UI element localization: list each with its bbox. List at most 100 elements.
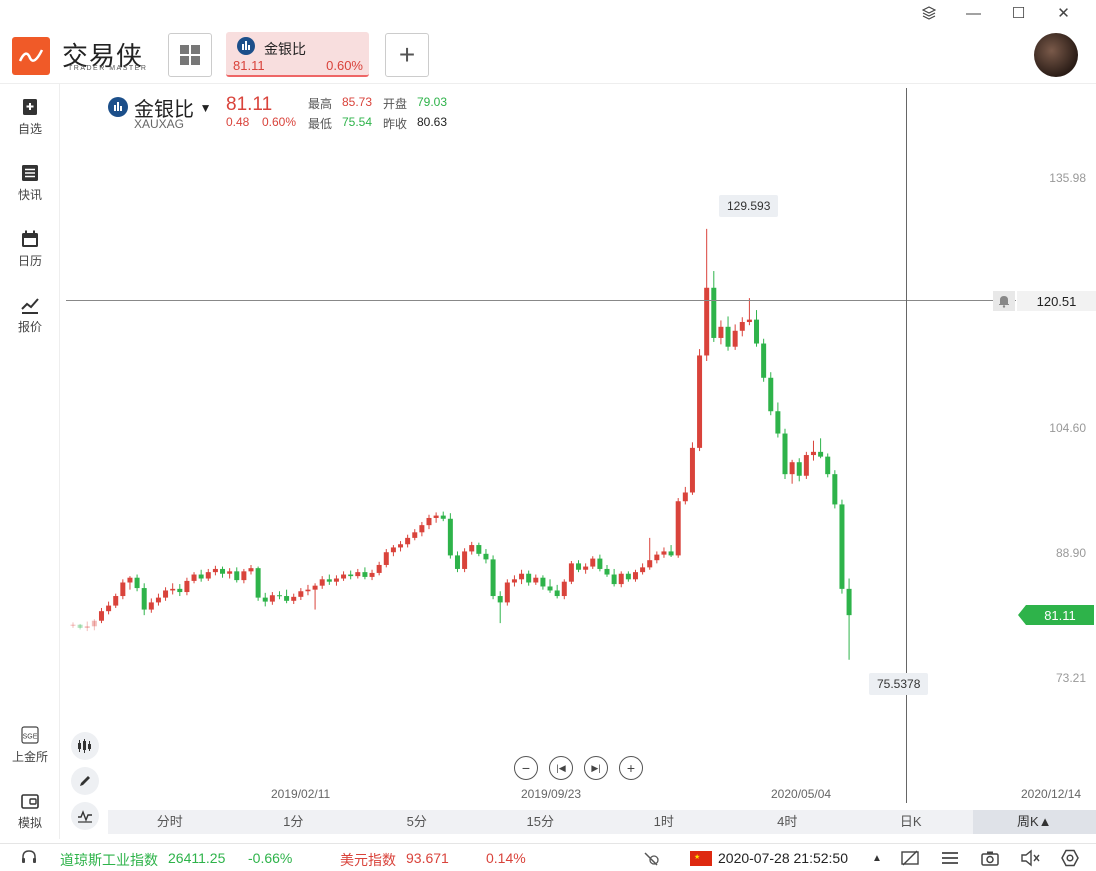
candle-body xyxy=(433,515,439,518)
ticker-usd-label[interactable]: 美元指数 xyxy=(340,852,396,868)
sidebar-item-simulate[interactable]: 模拟 xyxy=(0,792,60,831)
avatar[interactable] xyxy=(1034,33,1078,77)
list-icon[interactable] xyxy=(940,849,960,870)
period-tab[interactable]: 1分 xyxy=(283,814,304,829)
candle-body xyxy=(810,451,816,456)
candle-body xyxy=(632,572,638,580)
candle-body xyxy=(654,554,660,561)
symbol-name[interactable]: 金银比 ▼ xyxy=(134,93,211,122)
skip-forward-icon: ▶| xyxy=(591,762,601,773)
candle-body xyxy=(511,579,517,583)
zoom-out-button[interactable]: − xyxy=(514,756,538,780)
indicator-button[interactable] xyxy=(71,802,99,830)
candle-body xyxy=(640,567,646,573)
candle-body xyxy=(604,568,610,575)
signal-icon[interactable] xyxy=(642,848,662,871)
x-tick: 2019/09/23 xyxy=(521,787,582,801)
y-tick: 88.90 xyxy=(1055,546,1086,560)
period-tab[interactable]: 日K xyxy=(899,814,922,829)
period-tab[interactable]: 分时 xyxy=(156,814,183,829)
minimize-icon[interactable]: — xyxy=(966,4,981,22)
jump-end-button[interactable]: ▶| xyxy=(584,756,608,780)
candle-body xyxy=(647,560,653,568)
sidebar-item-watchlist[interactable]: 自选 xyxy=(0,98,60,137)
candle-body xyxy=(241,571,247,581)
prev-close-value: 80.63 xyxy=(417,115,448,129)
candle-body xyxy=(333,578,339,582)
mute-icon[interactable] xyxy=(1020,849,1042,870)
maximize-icon[interactable]: ☐ xyxy=(1011,5,1026,22)
candle-body xyxy=(775,411,781,434)
no-draw-icon[interactable] xyxy=(900,849,920,870)
candle-body xyxy=(504,582,510,603)
pencil-icon xyxy=(80,776,90,786)
candle-body xyxy=(319,579,325,586)
camera-icon[interactable] xyxy=(980,849,1000,870)
candle-body xyxy=(839,504,845,589)
candle-body xyxy=(561,581,567,597)
sidebar-item-calendar[interactable]: 日历 xyxy=(0,230,60,269)
sidebar-item-label: 报价 xyxy=(17,320,42,334)
sidebar-item-label: 快讯 xyxy=(17,188,42,202)
candle-body xyxy=(519,573,525,580)
candle-body xyxy=(227,571,233,574)
period-tab-active[interactable]: 周K▲ xyxy=(972,810,1096,834)
candle-body xyxy=(818,451,824,457)
period-tab[interactable]: 1时 xyxy=(653,814,674,829)
settings-icon[interactable] xyxy=(1060,849,1080,870)
period-tab[interactable]: 5分 xyxy=(406,814,427,829)
close-icon[interactable]: ✕ xyxy=(1057,5,1070,22)
candle-body xyxy=(782,433,788,475)
candle-body xyxy=(789,462,795,475)
headset-icon[interactable] xyxy=(20,849,38,870)
ticker-dow-pct: -0.66% xyxy=(248,850,293,866)
y-tick: 135.98 xyxy=(1049,171,1086,185)
ticker-dow-label[interactable]: 道琼斯工业指数 xyxy=(60,852,158,868)
candle-body xyxy=(661,551,667,555)
candle-body xyxy=(234,571,240,581)
symbol-code: XAUXAG xyxy=(134,117,185,131)
candle-body xyxy=(170,588,176,591)
low-marker: 75.5378 xyxy=(869,673,929,695)
candle-body xyxy=(376,564,382,573)
zoom-in-button[interactable]: + xyxy=(619,756,643,780)
jump-start-button[interactable]: |◀ xyxy=(549,756,573,780)
tab-symbol[interactable]: 金银比 81.11 0.60% xyxy=(226,32,369,77)
low-label: 最低 xyxy=(308,117,333,131)
candle-body xyxy=(305,589,311,592)
candle-body xyxy=(533,577,539,583)
candle-style-button[interactable] xyxy=(71,732,99,760)
caret-up-icon[interactable]: ▲ xyxy=(872,853,882,864)
candle-body xyxy=(312,585,318,590)
bell-icon xyxy=(999,296,1009,308)
sidebar-item-quotes[interactable]: 报价 xyxy=(0,296,60,335)
layout-grid-button[interactable] xyxy=(168,33,212,77)
draw-tool-button[interactable] xyxy=(71,767,99,795)
candle-body xyxy=(269,595,275,602)
add-tab-button[interactable]: + xyxy=(385,33,429,77)
layers-icon[interactable] xyxy=(906,2,951,24)
candle-body xyxy=(761,343,767,378)
candle-body xyxy=(98,611,104,621)
price-alert-button[interactable] xyxy=(993,291,1015,311)
candle-body xyxy=(262,597,268,602)
period-tab[interactable]: 15分 xyxy=(526,814,554,829)
candle-body xyxy=(590,558,596,567)
candle-body xyxy=(426,517,432,526)
sidebar-item-sge[interactable]: SGE 上金所 xyxy=(0,726,60,765)
candle-body xyxy=(106,605,112,612)
candle-body xyxy=(768,377,774,412)
candle-body xyxy=(625,573,631,580)
crosshair-horizontal xyxy=(66,300,1016,301)
candle-body xyxy=(704,287,710,356)
news-list-icon xyxy=(22,165,38,181)
indicator-icon xyxy=(78,810,92,823)
candle-body xyxy=(825,456,831,475)
period-tab[interactable]: 4时 xyxy=(777,814,798,829)
caret-down-icon: ▼ xyxy=(199,101,212,115)
crosshair-value: 120.51 xyxy=(1017,291,1096,311)
last-price: 81.11 xyxy=(226,94,273,115)
sidebar-item-news[interactable]: 快讯 xyxy=(0,164,60,203)
minus-icon: − xyxy=(521,760,531,776)
